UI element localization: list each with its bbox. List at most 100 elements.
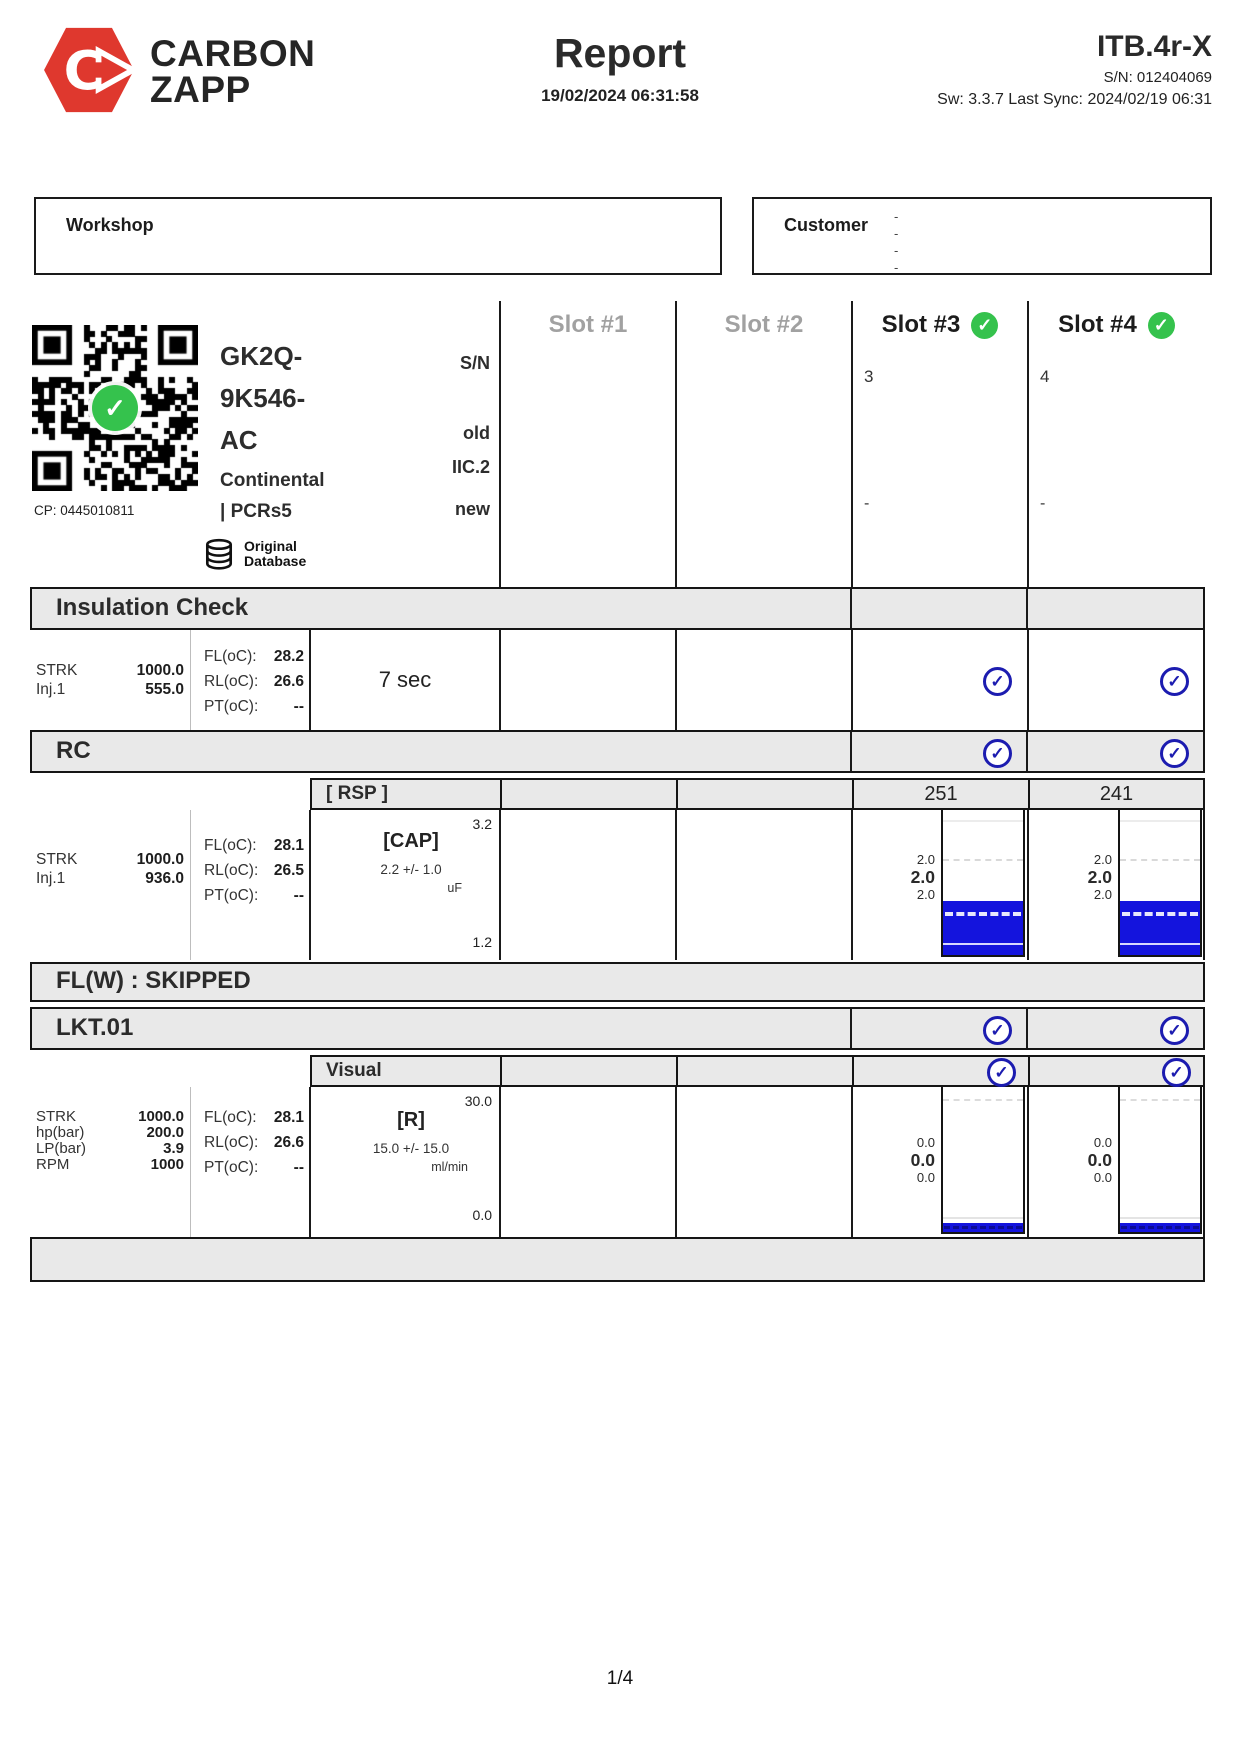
customer-placeholder: - - - - — [894, 209, 899, 275]
lkt-title: LKT.01 — [56, 1014, 134, 1041]
rsp-label: [ RSP ] — [326, 783, 388, 804]
slot4-header: Slot #4 ✓ — [1028, 309, 1205, 341]
slot3-lkt-result: 0.0 0.0 0.0 — [852, 1087, 1028, 1237]
slot3-visual-pass-icon: ✓ — [987, 1058, 1016, 1087]
workshop-box: Workshop — [34, 197, 722, 275]
section-bar-flw: FL(W) : SKIPPED — [30, 962, 1205, 1002]
slot3-rc-result: 2.0 2.0 2.0 — [852, 810, 1028, 960]
brand-name: CARBON ZAPP — [150, 33, 316, 110]
visual-label: Visual — [326, 1060, 382, 1081]
lkt-params: STRK 1000.0 hp(bar) 200.0 LP(bar) 3.9 RPM 10… — [36, 1108, 184, 1173]
part-brand: Continental — [220, 470, 325, 491]
slot3-ok-icon: ✓ — [971, 311, 999, 339]
sn-label: S/N — [459, 353, 490, 373]
original-database-badge: Original Database — [202, 537, 306, 571]
slot3-lkt-chart — [941, 1087, 1025, 1234]
brand-line-2: ZAPP — [150, 69, 251, 110]
slot4-new-dash: - — [1040, 495, 1046, 512]
slot4-rc-result: 2.0 2.0 2.0 — [1028, 810, 1205, 960]
slot4-rsp-value: 241 — [1028, 780, 1203, 808]
database-icon — [205, 538, 233, 570]
slot3-visual-cell: ✓ — [852, 1057, 1028, 1087]
slot2-visual-cell — [676, 1057, 852, 1085]
rsp-subrow: [ RSP ] 251 241 — [30, 773, 1205, 810]
page-title: Report — [553, 30, 687, 76]
slot4-rc-pass-icon: ✓ — [1160, 739, 1189, 768]
slot2-header: Slot #2 — [724, 311, 804, 338]
empty-section-bar — [30, 1237, 1205, 1282]
slot4-lkt-readings: 0.0 0.0 0.0 — [1087, 1135, 1112, 1185]
device-software-sync: Sw: 3.3.7 Last Sync: 2024/02/19 06:31 — [937, 91, 1212, 108]
page-number: 1/4 — [606, 1668, 634, 1689]
slot3-insulation-pass-icon: ✓ — [983, 667, 1012, 696]
new-label: new — [454, 499, 490, 519]
device-serial: S/N: 012404069 — [1103, 69, 1212, 86]
part-number-line2: 9K546- — [220, 383, 306, 413]
qr-code: ✓ — [32, 325, 198, 491]
results-table: Slot #1 Slot #2 Slot #3 ✓ Slot #4 ✓ 3 4 … — [30, 295, 1205, 1282]
slot3-rc-chart — [941, 810, 1025, 957]
slot4-insulation-pass-icon: ✓ — [1160, 667, 1189, 696]
slot4-lkt-result: 0.0 0.0 0.0 — [1028, 1087, 1205, 1237]
workshop-label: Workshop — [66, 215, 154, 235]
part-series: | PCRs5 — [220, 501, 292, 522]
injector-part-info: GK2Q- 9K546- AC Continental | PCRs5 — [220, 335, 325, 527]
slot-header-row: Slot #1 Slot #2 Slot #3 ✓ Slot #4 ✓ 3 4 … — [30, 295, 1205, 587]
slot1-rsp-value — [500, 780, 676, 808]
device-model: ITB.4r-X — [1096, 30, 1212, 63]
slot3-injector-number: 3 — [864, 367, 874, 386]
carbon-zapp-logo-icon: C — [44, 27, 138, 113]
customer-box: Customer - - - - — [752, 197, 1212, 275]
lkt-test-name: [R] — [397, 1109, 425, 1131]
slot1-visual-cell — [500, 1057, 676, 1085]
slot4-lkt-chart — [1118, 1087, 1202, 1234]
brand-line-1: CARBON — [150, 33, 316, 74]
slot4-rc-readings: 2.0 2.0 2.0 — [1087, 852, 1112, 902]
qr-caption: CP: 0445010811 — [34, 503, 135, 518]
flw-title: FL(W) : SKIPPED — [56, 967, 251, 994]
lkt-spec: 30.0 0.0 [R] 15.0 +/- 15.0 ml/min — [310, 1087, 500, 1237]
slot3-header: Slot #3 ✓ — [852, 309, 1028, 341]
lkt-temps: FL(oC): 28.1 RL(oC): 26.6 PT(oC): -- — [204, 1109, 304, 1176]
slot4-visual-pass-icon: ✓ — [1162, 1058, 1191, 1087]
section-bar-lkt: LKT.01 ✓ ✓ — [30, 1007, 1205, 1050]
rc-unit: uF — [447, 881, 462, 895]
part-number-line3: AC — [220, 425, 258, 455]
customer-label: Customer — [784, 215, 869, 235]
lkt-scale-min: 0.0 — [472, 1207, 492, 1223]
rc-tolerance: 2.2 +/- 1.0 — [380, 862, 442, 877]
slot4-lkt-pass-icon: ✓ — [1160, 1016, 1189, 1045]
insulation-temps: FL(oC): 28.2 RL(oC): 26.6 PT(oC): -- — [204, 648, 304, 715]
rc-test-name: [CAP] — [383, 830, 439, 852]
slot4-rc-chart — [1118, 810, 1202, 957]
db-label-line1: Original — [244, 538, 297, 554]
lkt-row: STRK 1000.0 hp(bar) 200.0 LP(bar) 3.9 RPM 10… — [30, 1087, 1205, 1237]
slot3-lkt-readings: 0.0 0.0 0.0 — [910, 1135, 935, 1185]
part-number-line1: GK2Q- — [220, 341, 303, 371]
slot3-rsp-value: 251 — [852, 780, 1028, 808]
slot3-new-dash: - — [864, 495, 870, 512]
rc-params: STRK 1000.0 Inj.1 936.0 — [36, 851, 184, 887]
rc-scale-max: 3.2 — [472, 816, 492, 832]
rc-title: RC — [56, 737, 91, 764]
section-bar-rc: RC ✓ ✓ — [30, 730, 1205, 773]
rc-temps: FL(oC): 28.1 RL(oC): 26.5 PT(oC): -- — [204, 837, 304, 904]
lkt-tolerance: 15.0 +/- 15.0 — [372, 1141, 450, 1156]
section-bar-insulation: Insulation Check — [30, 587, 1205, 630]
rc-spec: 3.2 1.2 [CAP] 2.2 +/- 1.0 uF — [310, 810, 500, 960]
lkt-scale-max: 30.0 — [464, 1093, 492, 1109]
slot4-ok-icon: ✓ — [1147, 311, 1175, 339]
rc-row: STRK 1000.0 Inj.1 936.0 FL(oC): 28.1 RL(oC)… — [30, 810, 1205, 960]
insulation-params: STRK 1000.0 Inj.1 555.0 — [36, 662, 184, 698]
rc-scale-min: 1.2 — [472, 934, 492, 950]
qr-verified-icon: ✓ — [92, 385, 138, 431]
slot3-lkt-pass-icon: ✓ — [983, 1016, 1012, 1045]
insulation-title: Insulation Check — [56, 594, 249, 621]
old-coding-value: IIC.2 — [451, 457, 490, 477]
insulation-duration: 7 sec — [378, 667, 432, 692]
slot4-injector-number: 4 — [1040, 367, 1050, 386]
old-label: old — [463, 423, 490, 443]
report-datetime: 19/02/2024 06:31:58 — [541, 86, 699, 105]
slot3-rc-pass-icon: ✓ — [983, 739, 1012, 768]
